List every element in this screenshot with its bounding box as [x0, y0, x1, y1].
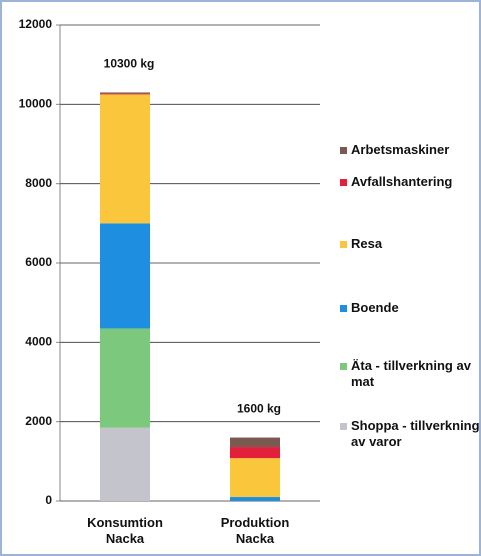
legend-label: Avfallshantering	[351, 174, 453, 189]
bar-segment	[100, 328, 150, 428]
legend-label: Shoppa - tillverkning av varor	[351, 418, 480, 449]
legend-swatch	[340, 305, 347, 312]
legend-swatch	[340, 423, 347, 430]
total-label: 10300 kg	[104, 57, 155, 71]
legend-item: Arbetsmaskiner	[340, 142, 480, 158]
legend-label: Äta - tillverkning av mat	[351, 358, 471, 389]
legend-item: Resa	[340, 236, 480, 252]
legend-label: Arbetsmaskiner	[351, 142, 450, 157]
legend-swatch	[340, 363, 347, 370]
y-tick-label: 2000	[25, 414, 52, 428]
legend-swatch	[340, 179, 347, 186]
legend-swatch	[340, 147, 347, 154]
total-label: 1600 kg	[237, 402, 281, 416]
bar-segment	[230, 497, 280, 501]
legend-swatch	[340, 241, 347, 248]
legend-label: Boende	[351, 300, 399, 315]
y-tick-label: 10000	[19, 97, 53, 111]
bar-segment	[100, 427, 150, 501]
legend-item: Äta - tillverkning av mat	[340, 358, 480, 390]
bar-segment	[100, 223, 150, 329]
legend-label: Resa	[351, 236, 383, 251]
y-tick-label: 0	[45, 493, 52, 507]
bar-segment	[230, 458, 280, 498]
x-tick-label: Produktion Nacka	[220, 515, 290, 546]
legend-item: Boende	[340, 300, 480, 316]
y-tick-label: 6000	[25, 255, 52, 269]
bar-segment	[100, 93, 150, 95]
legend-item: Shoppa - tillverkning av varor	[340, 418, 480, 450]
y-tick-label: 4000	[25, 335, 52, 349]
bar-segment	[100, 92, 150, 94]
y-tick-label: 12000	[19, 17, 53, 31]
x-tick-label: Konsumtion Nacka	[87, 515, 163, 546]
legend-item: Avfallshantering	[340, 174, 480, 190]
bar-segment	[230, 437, 280, 448]
bar-segment	[100, 94, 150, 224]
y-tick-label: 8000	[25, 176, 52, 190]
bar-segment	[230, 447, 280, 459]
